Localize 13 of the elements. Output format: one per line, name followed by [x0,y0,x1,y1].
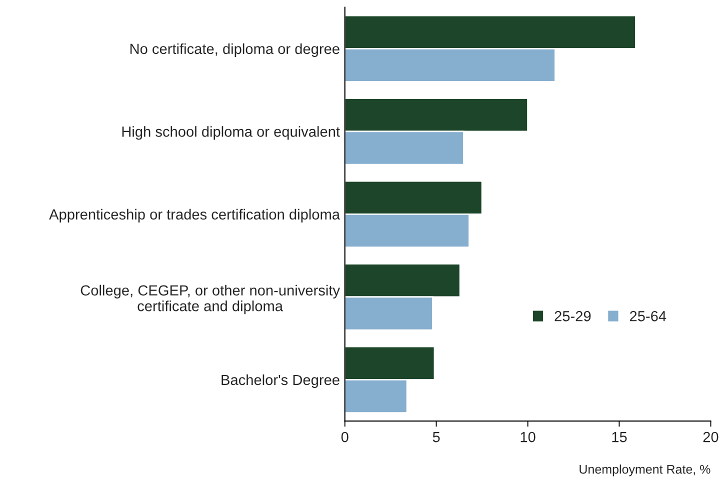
y-tick-label: Bachelor's Degree [222,374,340,388]
x-tick-label: 10 [520,432,536,442]
y-tick-label: Apprenticeship or trades certification diploma [49,208,340,222]
y-tick-label: College, CEGEP, or other non-university certificate and diploma [80,284,340,314]
y-tick-label: No certificate, diploma or degree [130,43,340,57]
x-tick-label: 5 [432,432,440,442]
x-tick-label: 0 [341,432,348,442]
y-tick-label: High school diploma or equivalent [122,126,340,140]
x-axis-title: Unemployment Rate, % [580,464,710,476]
legend-label: 25-64 [630,310,666,322]
x-tick-label: 20 [703,432,718,442]
legend-label: 25-29 [554,310,591,322]
x-tick-label: 15 [612,432,627,442]
